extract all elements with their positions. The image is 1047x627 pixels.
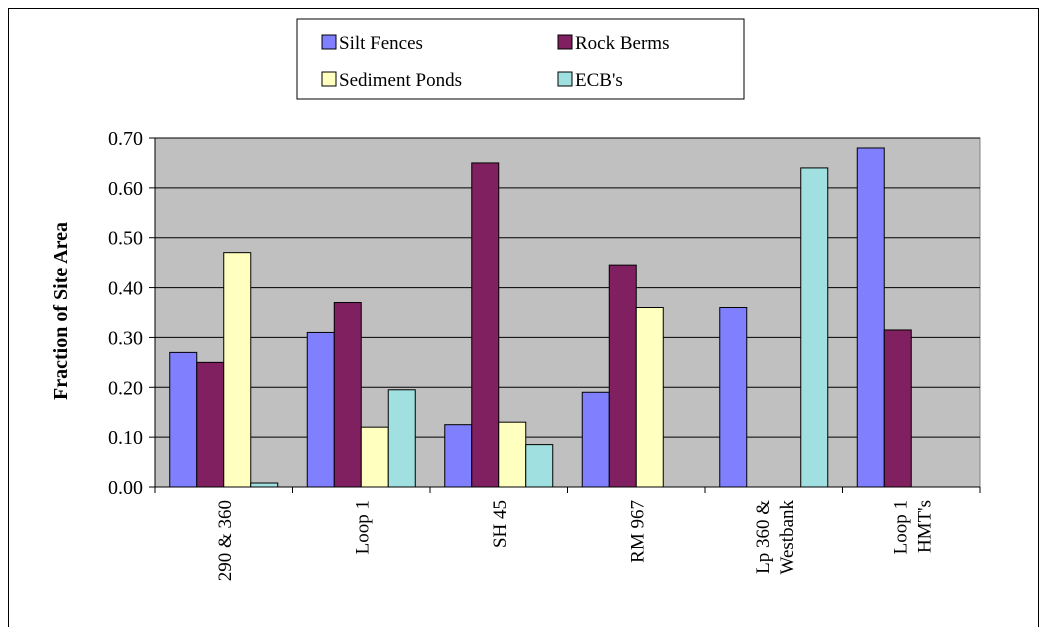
bar-sediment-ponds: [498, 421, 527, 488]
category-label: RM 967: [627, 500, 648, 563]
category-label: Westbank: [777, 500, 798, 575]
bar-ecb-s: [250, 482, 279, 488]
bar-silt-fences: [169, 351, 198, 488]
legend-label: ECB's: [575, 70, 623, 91]
y-tick-label: 0.10: [108, 427, 143, 449]
y-tick-label: 0.50: [108, 228, 143, 250]
bar-sediment-ponds: [635, 307, 664, 488]
category-labels: 290 & 360 Loop 1 SH 45 RM 967 Lp 360 & Westba…: [215, 500, 936, 582]
bar-rock-berms: [196, 361, 225, 488]
legend-swatch: [557, 34, 573, 50]
chart-frame: [8, 8, 1039, 627]
legend-swatch: [321, 34, 337, 50]
bar-sediment-ponds: [360, 426, 389, 488]
bar-rock-berms: [608, 264, 637, 488]
legend-label: Sediment Ponds: [339, 70, 462, 91]
y-tick-label: 0.70: [108, 128, 143, 150]
plot-background: [154, 137, 981, 488]
category-label: HMT's: [914, 500, 935, 553]
y-tick-label: 0.20: [108, 377, 143, 399]
legend-swatch: [321, 71, 337, 87]
bar-silt-fences: [581, 391, 610, 488]
bar-silt-fences: [306, 331, 335, 488]
bar-silt-fences: [719, 307, 748, 488]
legend-label: Rock Berms: [575, 33, 669, 54]
bar-rock-berms: [471, 162, 500, 488]
gridlines: [155, 137, 980, 438]
y-tick-labels: 0.00 0.10 0.20 0.30 0.40 0.50 0.60 0.70: [108, 128, 143, 499]
legend-box: [296, 18, 745, 100]
y-tick-label: 0.30: [108, 327, 143, 349]
y-axis-label: Fraction of Site Area: [50, 222, 72, 400]
category-label: SH 45: [490, 500, 511, 548]
category-label: Loop 1: [890, 500, 911, 554]
y-tick-label: 0.40: [108, 278, 143, 300]
bar-rock-berms: [333, 302, 362, 488]
bar-ecb-s: [525, 444, 554, 488]
y-tick-label: 0.00: [108, 477, 143, 499]
bar-silt-fences: [444, 424, 473, 488]
bar-sediment-ponds: [223, 252, 252, 488]
bar-ecb-s: [387, 389, 416, 488]
bar-ecb-s: [800, 167, 829, 488]
category-label: Lp 360 &: [753, 500, 774, 574]
legend-swatch: [557, 71, 573, 87]
y-tick-label: 0.60: [108, 178, 143, 200]
legend-label: Silt Fences: [339, 33, 423, 54]
bar-rock-berms: [883, 329, 912, 488]
bar-silt-fences: [856, 147, 885, 488]
legend: Silt Fences Rock Berms Sediment Ponds ECB's: [296, 18, 745, 100]
axes: [149, 137, 981, 493]
bars: [169, 147, 912, 488]
category-label: 290 & 360: [215, 500, 236, 581]
plot-area: [154, 137, 981, 488]
category-label: Loop 1: [352, 500, 373, 554]
